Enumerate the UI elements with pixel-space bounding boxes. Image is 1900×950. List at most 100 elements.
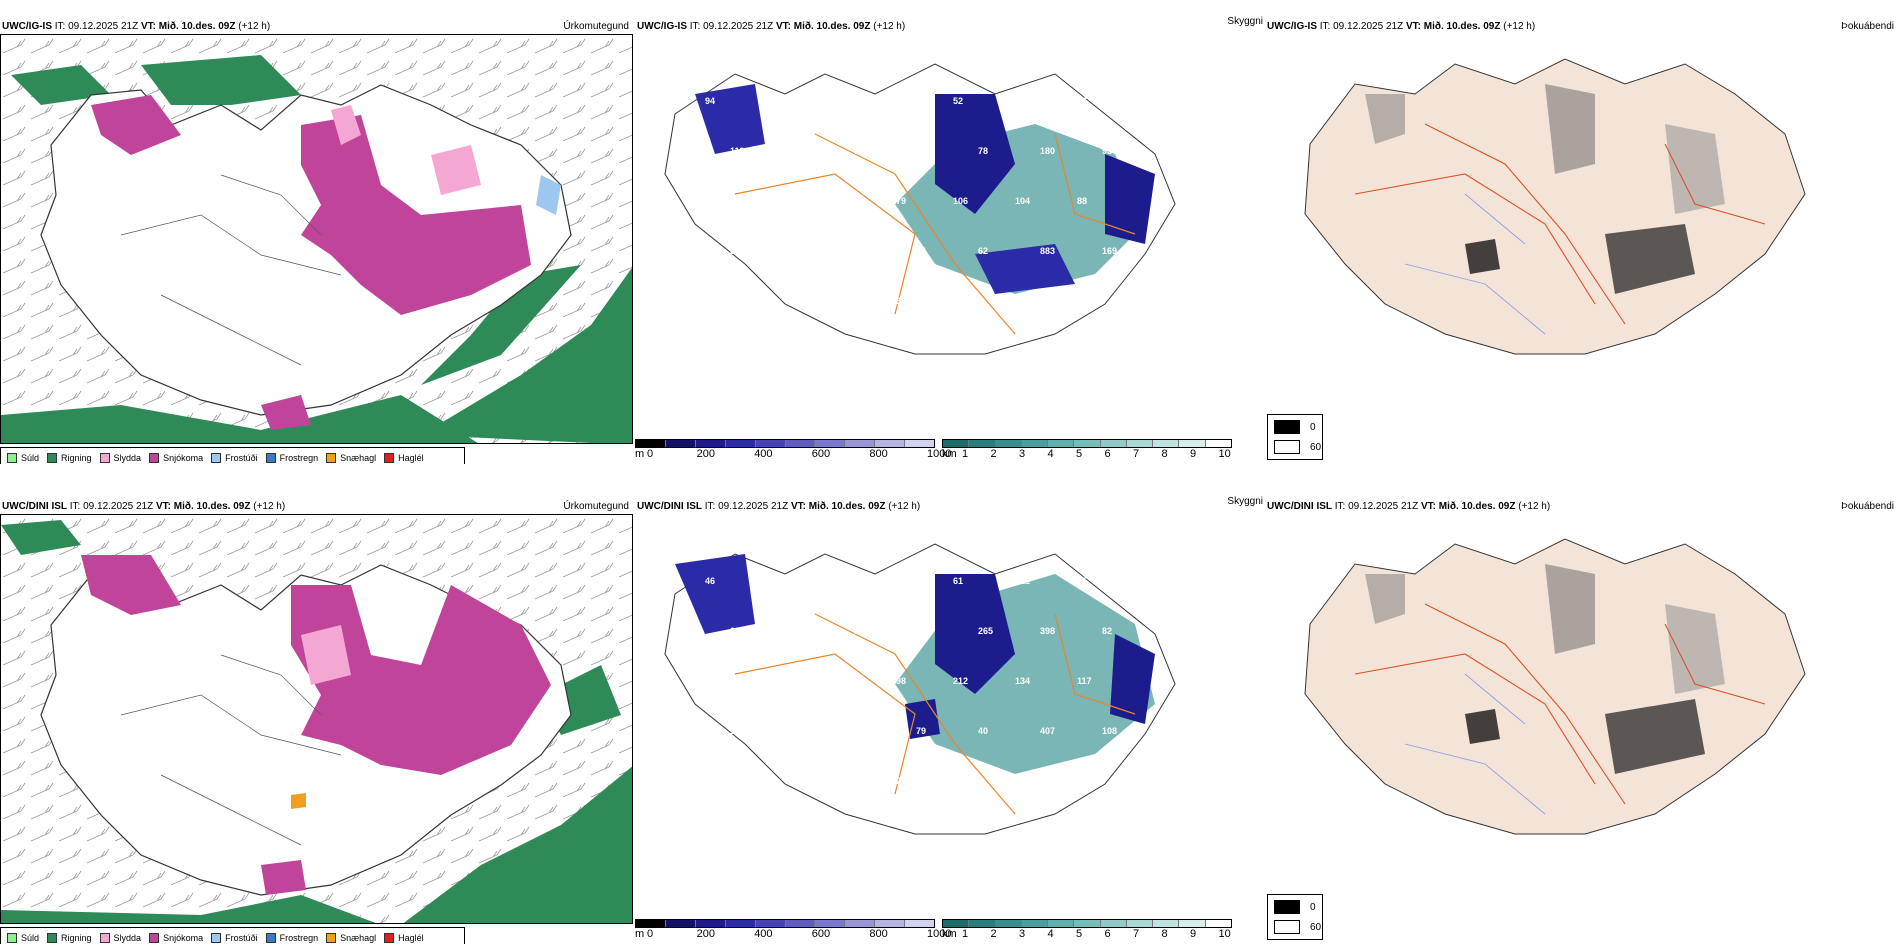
visibility-unit: km — [942, 928, 957, 940]
cloud-legend-row: 0 — [1274, 900, 1316, 914]
colorbar-cell — [1153, 440, 1180, 447]
legend-item: Slydda — [99, 453, 141, 463]
precip-legend: Súld Rigning Slydda Snjókoma Frostúði Fr… — [0, 447, 465, 464]
model-name: UWC/IG-IS — [637, 21, 687, 32]
legend-label: Súld — [21, 453, 40, 463]
ceiling-value-label: 71 — [829, 196, 839, 206]
legend-label: Snjókoma — [163, 453, 204, 463]
ceiling-value-label: 33 — [891, 576, 901, 586]
ceiling-value-label: 86 — [767, 96, 777, 106]
panel-title: UWC/IG-IS IT: 09.12.2025 21Z VT: Mið. 10… — [637, 21, 905, 32]
fog-map-bottom — [1304, 538, 1806, 835]
ceiling-value-label: 66 — [792, 146, 802, 156]
cloud-swatch — [1274, 900, 1300, 914]
cloud-legend-row: 60 — [1274, 920, 1321, 934]
legend-swatch — [7, 453, 17, 463]
ceiling-value-label: 94 — [705, 96, 715, 106]
ceiling-value-label: 93 — [1102, 146, 1112, 156]
vt-value: Mið. 10.des. 09Z — [793, 21, 871, 32]
cloud-legend-top: 0 60 — [1267, 414, 1323, 460]
colorbar-cell — [1205, 920, 1231, 927]
ceiling-unit: m — [635, 928, 645, 940]
ceiling-value-label: 46 — [705, 576, 715, 586]
vt-value: Mið. 10.des. 09Z — [1438, 501, 1516, 512]
colorbar-cell — [995, 440, 1022, 447]
legend-item: Rigning — [47, 933, 92, 943]
ceiling-value-label: 53 — [829, 776, 839, 786]
vt-label: VT: — [1405, 21, 1421, 32]
legend-swatch — [99, 933, 110, 943]
legend-swatch — [265, 453, 276, 463]
visibility-title: Skyggni — [1227, 496, 1263, 507]
fog-panel-bottom: UWC/DINI ISL IT: 09.12.2025 21Z VT: Mið.… — [1265, 494, 1900, 944]
legend-swatch — [47, 453, 58, 463]
colorbar-cell — [1021, 440, 1049, 447]
ceiling-tick-label: 200 — [696, 928, 715, 940]
precip-type-title: Úrkomutegund — [563, 501, 629, 512]
ceiling-value-label: 30 — [767, 296, 777, 306]
visibility-unit: km — [942, 448, 957, 460]
visibility-tick-label: 7 — [1133, 448, 1140, 460]
precip-map-top — [0, 34, 633, 444]
ceiling-value-label: 926 — [891, 776, 906, 786]
legend-swatch — [326, 453, 337, 463]
ceiling-tick-label: 400 — [754, 928, 773, 940]
ceiling-value-label: 119 — [730, 146, 745, 156]
ceiling-tick-label: 800 — [869, 448, 888, 460]
visibility-tick-label: 9 — [1190, 448, 1197, 460]
visibility-tick-label: 8 — [1161, 448, 1168, 460]
colorbar-cell — [905, 440, 935, 447]
ceiling-value-label: 174 — [854, 246, 869, 256]
ceiling-value-label: 61 — [829, 96, 839, 106]
ceiling-labels: 94 86 61 64 52 99 66 119 66 101 884 78 180 93 173 161 71… — [705, 96, 1117, 306]
lead-time: (+12 h) — [238, 21, 271, 32]
fog-title: Þokuábendi — [1841, 21, 1894, 32]
colorbar-cell — [695, 440, 726, 447]
colorbar-cell — [1153, 920, 1180, 927]
ceiling-value-label: 47 — [792, 626, 802, 636]
cloud-swatch — [1274, 920, 1300, 934]
ceiling-vis-panel-top: UWC/IG-IS IT: 09.12.2025 21Z VT: Mið. 10… — [635, 14, 1265, 464]
it-value: 09.12.2025 21Z — [703, 21, 774, 32]
ceiling-value-label: 64 — [891, 96, 901, 106]
ceiling-value-label: 26 — [730, 246, 740, 256]
vt-label: VT: — [1420, 501, 1436, 512]
ceiling-colorbar — [635, 919, 935, 928]
precip-map-bottom — [0, 514, 633, 924]
visibility-tick-label: 10 — [1218, 928, 1231, 940]
ceiling-value-label: 121 — [705, 676, 720, 686]
ceiling-value-label: 407 — [1040, 726, 1055, 736]
visibility-tick-label: 6 — [1104, 928, 1111, 940]
ceiling-value-label: 101 — [854, 146, 869, 156]
model-name: UWC/DINI ISL — [1267, 501, 1332, 512]
legend-label: Haglél — [398, 933, 424, 943]
model-name: UWC/DINI ISL — [637, 501, 702, 512]
colorbar-cell — [943, 440, 970, 447]
legend-label: Haglél — [398, 453, 424, 463]
ceiling-value-label: 92 — [792, 726, 802, 736]
ceiling-value-label: 252 — [953, 296, 968, 306]
visibility-colorbar — [942, 439, 1232, 448]
vt-value: Mið. 10.des. 09Z — [1423, 21, 1501, 32]
ceiling-tick-label: 0 — [647, 928, 654, 940]
ceiling-value-label: 108 — [1102, 726, 1117, 736]
legend-label: Snjókoma — [163, 933, 204, 943]
ceiling-value-label: 79 — [916, 726, 926, 736]
panel-title: UWC/DINI ISL IT: 09.12.2025 21Z VT: Mið.… — [637, 501, 920, 512]
precip-legend: Súld Rigning Slydda Snjókoma Frostúði Fr… — [0, 927, 465, 944]
legend-swatch — [211, 933, 222, 943]
colorbar-cell — [1205, 440, 1231, 447]
ceiling-value-label: 173 — [705, 196, 720, 206]
ceiling-value-label: 52 — [953, 96, 963, 106]
ceiling-value-label: 112 — [829, 676, 844, 686]
visibility-tick-label: 5 — [1076, 928, 1083, 940]
lead-time: (+12 h) — [873, 21, 906, 32]
cloud-swatch — [1274, 420, 1300, 434]
legend-label: Snæhagl — [340, 933, 377, 943]
it-value: 09.12.2025 21Z — [1333, 21, 1404, 32]
vt-value: Mið. 10.des. 09Z — [808, 501, 886, 512]
colorbar-cell — [969, 920, 996, 927]
colorbar-cell — [815, 920, 846, 927]
ceiling-value-label: 65 — [916, 246, 926, 256]
colorbar-cell — [1100, 920, 1127, 927]
